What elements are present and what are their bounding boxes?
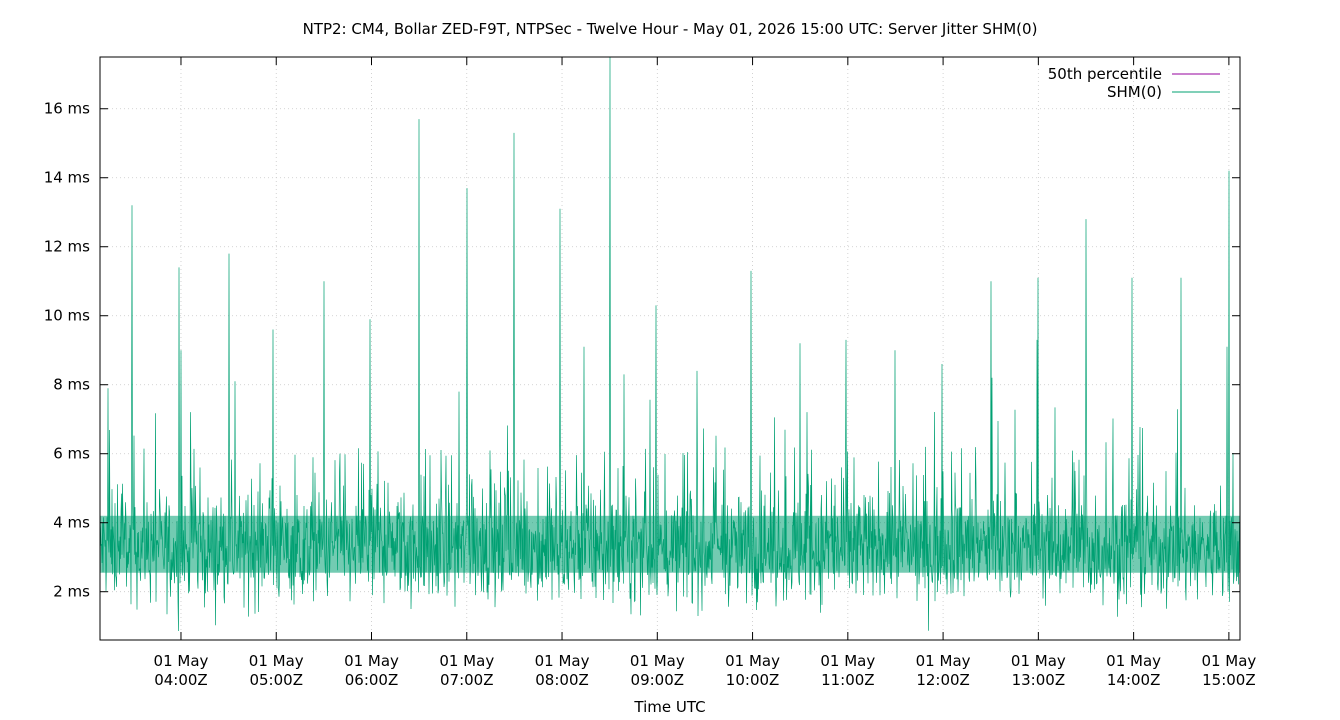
x-tick-label-date: 01 May <box>1011 652 1066 670</box>
chart-title: NTP2: CM4, Bollar ZED-F9T, NTPSec - Twel… <box>303 20 1038 38</box>
x-tick-label-date: 01 May <box>439 652 494 670</box>
y-tick-label: 8 ms <box>53 376 90 394</box>
legend: 50th percentile SHM(0) <box>1048 65 1220 101</box>
plot-border <box>99 56 1241 641</box>
x-tick-label-time: 07:00Z <box>440 671 494 689</box>
x-tick-label-date: 01 May <box>725 652 780 670</box>
x-tick-label-time: 08:00Z <box>535 671 589 689</box>
y-tick-label: 14 ms <box>44 169 90 187</box>
x-tick-label-time: 14:00Z <box>1107 671 1161 689</box>
x-tick-label-time: 13:00Z <box>1012 671 1066 689</box>
x-tick-label-date: 01 May <box>916 652 971 670</box>
x-tick-label-date: 01 May <box>1106 652 1161 670</box>
x-tick-label-time: 11:00Z <box>821 671 875 689</box>
x-tick-label-date: 01 May <box>1201 652 1256 670</box>
x-tick-label-date: 01 May <box>820 652 875 670</box>
y-tick-label: 16 ms <box>44 100 90 118</box>
series-shm0 <box>99 56 1241 632</box>
x-tick-label-date: 01 May <box>249 652 304 670</box>
x-tick-label-time: 09:00Z <box>631 671 685 689</box>
x-tick-label-time: 10:00Z <box>726 671 780 689</box>
x-tick-label-time: 05:00Z <box>249 671 303 689</box>
x-tick-label-time: 15:00Z <box>1202 671 1256 689</box>
y-tick-label: 12 ms <box>44 238 90 256</box>
y-tick-label: 10 ms <box>44 307 90 325</box>
y-axis: 2 ms 4 ms 6 ms 8 ms 10 ms 12 ms 14 ms 16 ms <box>44 100 1240 601</box>
x-tick-label-date: 01 May <box>344 652 399 670</box>
x-tick-label-date: 01 May <box>535 652 590 670</box>
y-tick-label: 6 ms <box>53 445 90 463</box>
series-band-shm0 <box>100 515 1240 573</box>
y-tick-label: 2 ms <box>53 583 90 601</box>
x-tick-label-time: 06:00Z <box>345 671 399 689</box>
y-tick-label: 4 ms <box>53 514 90 532</box>
legend-label-shm0: SHM(0) <box>1107 83 1162 101</box>
x-tick-label-time: 12:00Z <box>916 671 970 689</box>
x-axis-label: Time UTC <box>633 698 705 716</box>
legend-label-50th-percentile: 50th percentile <box>1048 65 1162 83</box>
x-tick-label-date: 01 May <box>154 652 209 670</box>
x-tick-label-date: 01 May <box>630 652 685 670</box>
x-tick-label-time: 04:00Z <box>154 671 208 689</box>
